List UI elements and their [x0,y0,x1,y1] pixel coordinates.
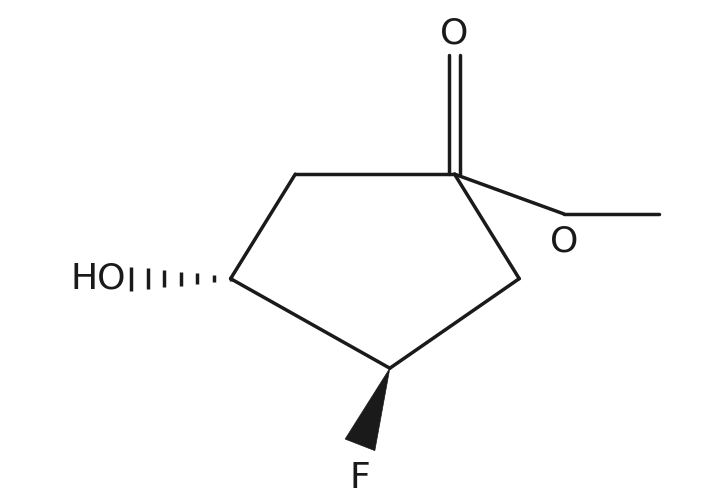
Text: HO: HO [70,262,126,296]
Text: F: F [350,461,370,495]
Text: O: O [550,225,578,259]
Polygon shape [345,368,390,451]
Text: O: O [440,17,469,51]
